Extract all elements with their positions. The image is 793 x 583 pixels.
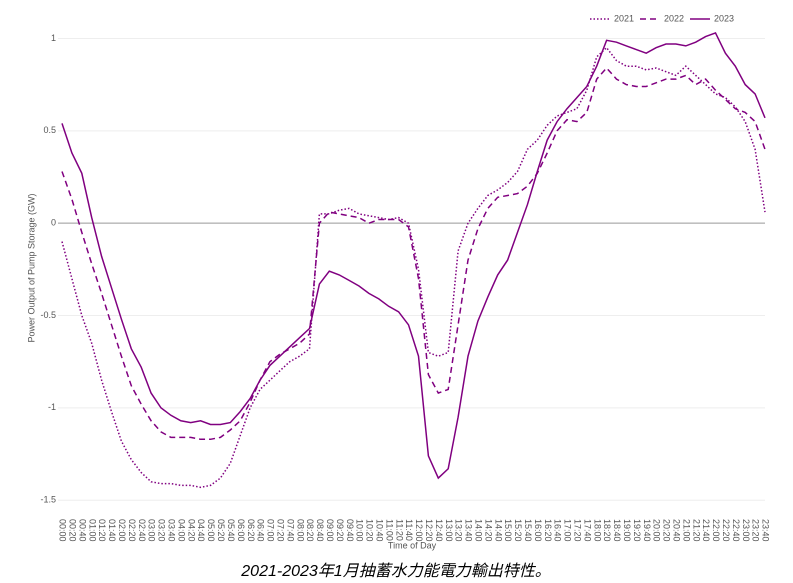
x-tick-label: 09:00 — [325, 519, 335, 542]
x-tick-label: 08:20 — [305, 519, 315, 542]
x-tick-label: 17:40 — [582, 519, 592, 542]
x-tick-label: 14:00 — [473, 519, 483, 542]
x-tick-label: 02:20 — [127, 519, 137, 542]
x-tick-label: 05:40 — [226, 519, 236, 542]
x-tick-label: 20:00 — [652, 519, 662, 542]
x-tick-label: 11:20 — [394, 519, 404, 541]
x-tick-label: 02:00 — [117, 519, 127, 542]
y-tick-label: -1 — [48, 402, 56, 412]
x-tick-label: 20:40 — [672, 519, 682, 542]
x-tick-label: 19:40 — [642, 519, 652, 542]
x-tick-label: 12:20 — [424, 519, 434, 542]
x-tick-label: 03:20 — [157, 519, 167, 542]
x-tick-label: 17:00 — [563, 519, 573, 542]
x-tick-label: 12:40 — [434, 519, 444, 542]
x-tick-label: 06:40 — [256, 519, 266, 542]
y-tick-label: -1.5 — [40, 495, 56, 505]
x-tick-label: 22:20 — [721, 519, 731, 542]
x-tick-label: 07:40 — [285, 519, 295, 542]
x-tick-label: 04:20 — [186, 519, 196, 542]
x-tick-label: 18:40 — [612, 519, 622, 542]
series-line — [61, 66, 766, 441]
x-tick-label: 10:00 — [355, 519, 365, 542]
x-tick-label: 22:00 — [711, 519, 721, 542]
x-tick-label: 19:00 — [622, 519, 632, 542]
x-tick-label: 10:20 — [365, 519, 375, 542]
x-tick-label: 08:00 — [295, 519, 305, 542]
x-tick-label: 13:00 — [444, 519, 454, 542]
series-line — [61, 46, 766, 489]
x-tick-label: 00:00 — [58, 519, 68, 542]
x-tick-label: 05:00 — [206, 519, 216, 542]
x-tick-label: 16:00 — [533, 519, 543, 542]
x-tick-label: 00:20 — [68, 519, 78, 542]
x-tick-label: 15:40 — [523, 519, 533, 542]
x-tick-label: 11:40 — [404, 519, 414, 541]
y-axis-title: Power Output of Pump Storage (GW) — [26, 193, 36, 342]
y-tick-label: -0.5 — [40, 310, 56, 320]
x-tick-label: 23:00 — [741, 519, 751, 542]
x-tick-label: 09:40 — [345, 519, 355, 542]
y-tick-label: 0 — [51, 218, 56, 228]
x-tick-label: 03:40 — [167, 519, 177, 542]
x-tick-label: 21:20 — [691, 519, 701, 542]
x-tick-label: 07:20 — [275, 519, 285, 542]
x-tick-label: 00:40 — [77, 519, 87, 542]
x-tick-label: 16:40 — [553, 519, 563, 542]
caption: 2021-2023年1月抽蓄水力能電力輸出特性。 — [240, 562, 550, 580]
x-tick-label: 01:00 — [87, 519, 97, 542]
x-tick-label: 01:20 — [97, 519, 107, 542]
y-tick-label: 1 — [51, 33, 56, 43]
x-tick-label: 11:00 — [384, 519, 394, 541]
legend-label: 2022 — [664, 13, 684, 23]
x-tick-label: 14:40 — [493, 519, 503, 542]
x-tick-label: 05:20 — [216, 519, 226, 542]
legend-label: 2023 — [714, 13, 734, 23]
x-tick-label: 06:00 — [236, 519, 246, 542]
x-tick-label: 15:00 — [503, 519, 513, 542]
x-tick-label: 19:20 — [632, 519, 642, 542]
x-tick-label: 15:20 — [513, 519, 523, 542]
x-tick-label: 01:40 — [107, 519, 117, 542]
x-axis-title: Time of Day — [388, 540, 437, 550]
x-tick-label: 21:00 — [681, 519, 691, 542]
x-tick-label: 18:00 — [592, 519, 602, 542]
x-tick-label: 13:40 — [464, 519, 474, 542]
x-tick-label: 04:40 — [196, 519, 206, 542]
x-tick-label: 18:20 — [602, 519, 612, 542]
x-tick-label: 06:20 — [246, 519, 256, 542]
x-tick-label: 21:40 — [701, 519, 711, 542]
x-tick-label: 23:20 — [751, 519, 761, 542]
x-tick-label: 08:40 — [315, 519, 325, 542]
x-tick-label: 10:40 — [374, 519, 384, 542]
x-tick-label: 02:40 — [137, 519, 147, 542]
x-tick-label: 03:00 — [147, 519, 157, 542]
legend-label: 2021 — [614, 13, 634, 23]
x-tick-label: 12:00 — [414, 519, 424, 542]
x-tick-label: 04:00 — [176, 519, 186, 542]
x-tick-label: 09:20 — [335, 519, 345, 542]
series-line — [61, 31, 766, 480]
y-tick-label: 0.5 — [43, 125, 56, 135]
x-tick-label: 23:40 — [761, 519, 771, 542]
x-tick-label: 20:20 — [662, 519, 672, 542]
x-tick-label: 07:00 — [266, 519, 276, 542]
x-tick-label: 14:20 — [483, 519, 493, 542]
x-tick-label: 13:20 — [454, 519, 464, 542]
x-tick-label: 22:40 — [731, 519, 741, 542]
x-tick-label: 17:20 — [572, 519, 582, 542]
x-tick-label: 16:20 — [543, 519, 553, 542]
